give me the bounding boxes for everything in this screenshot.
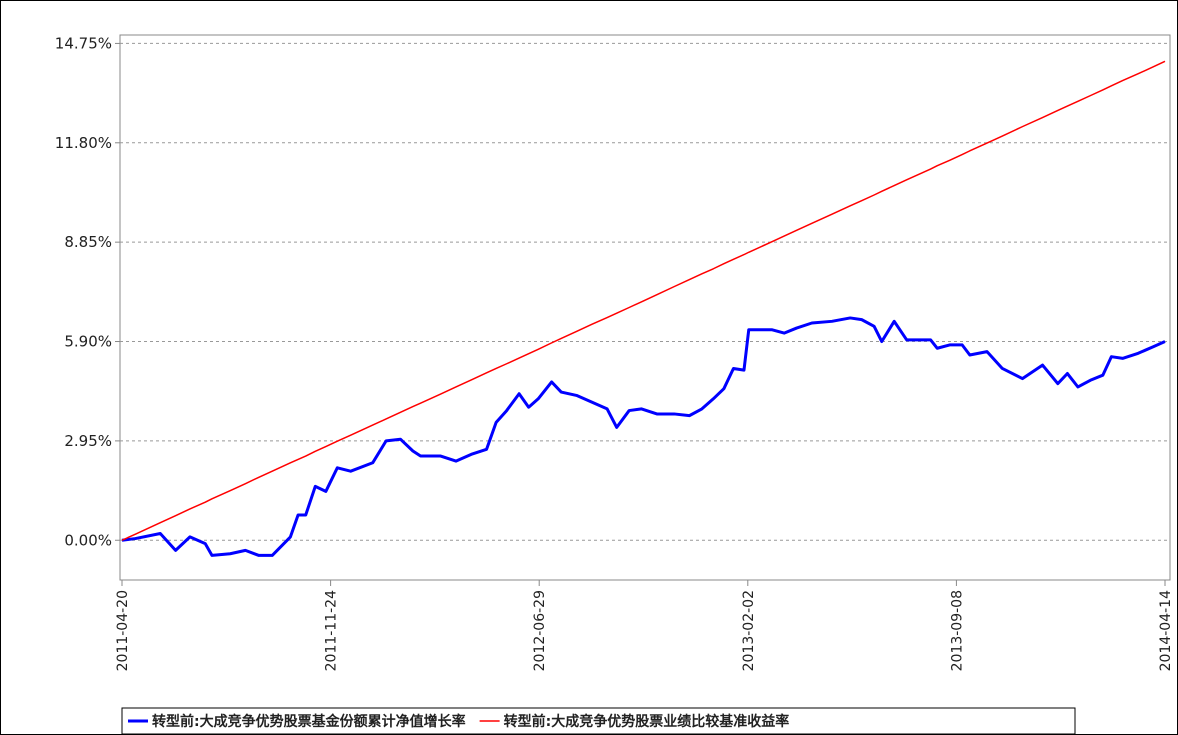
legend: 转型前:大成竞争优势股票基金份额累计净值增长率 转型前:大成竞争优势股票业绩比较基… — [121, 707, 1076, 735]
series-line — [121, 316, 1166, 557]
legend-label: 转型前:大成竞争优势股票基金份额累计净值增长率 — [152, 713, 466, 730]
y-tick-label: 5.90% — [64, 333, 112, 351]
y-tick-label: 0.00% — [64, 531, 112, 549]
x-tick-label: 2012-06-29 — [532, 590, 548, 671]
plot-area — [119, 34, 1171, 581]
legend-label: 转型前:大成竞争优势股票业绩比较基准收益率 — [504, 713, 790, 730]
x-tick-label: 2011-04-20 — [115, 590, 131, 671]
series-line — [121, 60, 1166, 541]
y-tick-label: 8.85% — [64, 233, 112, 251]
x-tick-label: 2011-11-24 — [324, 590, 340, 671]
legend-box — [121, 707, 1076, 735]
y-tick-label: 2.95% — [64, 432, 112, 450]
x-tick-label: 2013-09-08 — [949, 590, 965, 671]
x-tick-label: 2014-04-14 — [1158, 590, 1174, 671]
y-tick-label: 11.80% — [55, 134, 112, 152]
y-tick-label: 14.75% — [55, 34, 112, 52]
x-tick-label: 2013-02-02 — [741, 590, 757, 671]
